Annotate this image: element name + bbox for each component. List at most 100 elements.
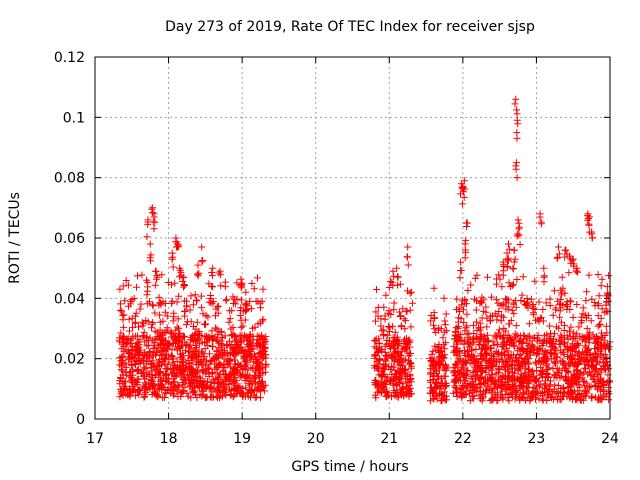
data-point — [248, 280, 256, 287]
data-point — [381, 365, 388, 373]
data-point — [242, 288, 250, 296]
data-point — [539, 306, 547, 313]
data-point — [158, 386, 166, 394]
data-point — [191, 291, 199, 299]
data-point — [169, 331, 177, 339]
data-point — [373, 344, 380, 352]
x-tick-label: 22 — [454, 431, 472, 447]
data-point — [262, 363, 270, 371]
data-point — [127, 354, 135, 362]
data-point — [194, 329, 202, 337]
data-point — [603, 298, 611, 306]
data-point — [151, 371, 159, 378]
data-point — [221, 384, 228, 392]
data-point — [229, 331, 237, 338]
data-point — [162, 328, 170, 336]
data-point — [234, 340, 242, 348]
data-point — [198, 304, 206, 312]
data-point — [515, 223, 523, 231]
data-point — [372, 308, 380, 316]
data-point — [150, 213, 158, 221]
data-point — [378, 327, 386, 335]
data-point — [208, 379, 216, 387]
data-point — [385, 307, 393, 315]
data-point — [224, 351, 232, 359]
data-point — [460, 306, 467, 314]
data-point — [237, 296, 245, 304]
x-tick-label: 18 — [160, 431, 178, 447]
data-point — [119, 392, 127, 399]
data-point — [597, 282, 605, 290]
data-point — [478, 314, 486, 322]
data-point — [202, 394, 210, 402]
data-point — [585, 221, 593, 229]
data-point — [511, 100, 519, 108]
data-point — [439, 334, 447, 342]
data-point — [441, 317, 449, 325]
data-point — [389, 343, 397, 351]
data-point — [244, 343, 252, 350]
data-point — [135, 391, 143, 399]
data-point — [518, 291, 526, 299]
data-point — [380, 384, 388, 392]
data-point — [430, 388, 438, 396]
data-point — [168, 299, 176, 307]
data-point — [190, 337, 198, 345]
data-point — [435, 390, 443, 398]
data-point — [159, 298, 167, 306]
data-point — [189, 387, 197, 395]
data-point — [174, 381, 182, 389]
data-point — [250, 375, 258, 383]
data-point — [124, 335, 132, 343]
data-point — [145, 336, 153, 344]
data-point — [387, 311, 395, 318]
data-point — [256, 319, 264, 327]
data-point — [463, 219, 471, 227]
x-axis-title: GPS time / hours — [291, 459, 408, 475]
data-point — [433, 367, 440, 375]
data-point — [138, 318, 146, 326]
data-point — [132, 332, 140, 340]
data-point — [189, 348, 197, 356]
data-point — [252, 355, 260, 363]
data-point — [137, 357, 145, 365]
data-point — [175, 292, 183, 300]
data-point — [430, 321, 437, 329]
data-point — [429, 360, 437, 368]
data-point — [138, 271, 146, 279]
data-point — [154, 359, 162, 367]
data-point — [206, 383, 214, 391]
data-point — [169, 379, 177, 387]
data-point — [134, 366, 142, 373]
data-point — [156, 311, 164, 319]
data-point — [164, 279, 172, 286]
data-point — [224, 373, 232, 381]
data-point — [133, 339, 141, 347]
data-point — [171, 279, 179, 287]
data-point — [208, 299, 216, 307]
data-point — [378, 372, 386, 380]
data-point — [190, 388, 198, 396]
data-point — [508, 306, 516, 314]
data-point — [437, 325, 445, 333]
data-point — [189, 301, 197, 309]
data-point — [512, 95, 520, 103]
data-point — [185, 360, 193, 367]
data-point — [505, 240, 512, 248]
data-point — [229, 393, 237, 400]
data-point — [181, 282, 188, 289]
data-point — [241, 392, 249, 400]
data-point — [198, 258, 206, 266]
data-point — [156, 341, 164, 349]
data-point — [217, 328, 225, 336]
data-point — [390, 299, 398, 307]
data-point — [407, 323, 415, 331]
data-point — [219, 334, 226, 342]
data-point — [406, 358, 414, 366]
data-point — [147, 377, 155, 385]
data-point — [159, 342, 167, 349]
data-point — [115, 334, 123, 342]
data-point — [574, 268, 582, 276]
data-point — [583, 288, 591, 296]
data-point — [119, 336, 127, 344]
